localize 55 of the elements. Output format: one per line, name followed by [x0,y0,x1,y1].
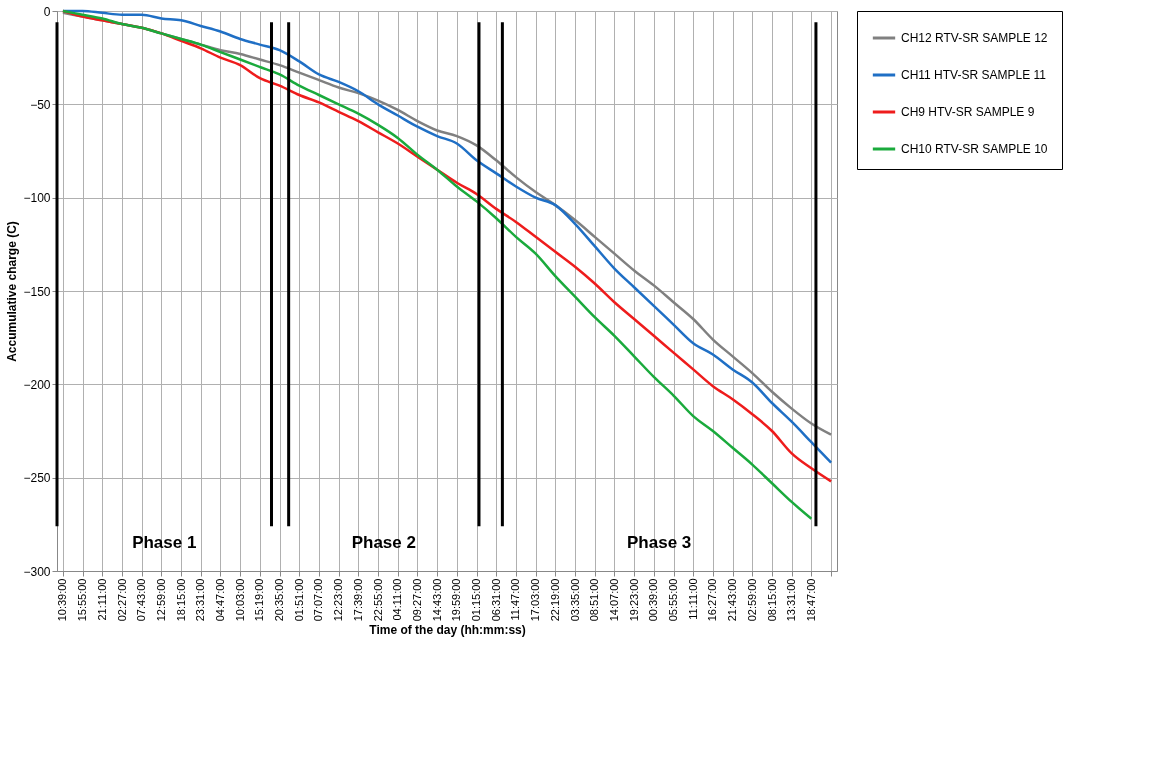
x-tick-label: 22:19:00 [548,578,561,622]
x-tick-label: 18:15:00 [174,578,187,622]
x-tick-label: 15:55:00 [76,578,89,622]
annotation: Phase 3 [627,533,692,552]
x-tick-label: 22:55:00 [371,578,384,622]
legend-label: CH9 HTV-SR SAMPLE 9 [901,105,1035,119]
x-tick-label: 18:47:00 [804,578,817,622]
x-tick-label: 00:39:00 [647,578,660,622]
x-tick-label: 14:07:00 [607,578,620,622]
x-tick-label: 07:07:00 [312,578,325,622]
x-tick-label: 04:47:00 [213,578,226,622]
x-tick-label: 11:47:00 [509,578,522,621]
x-tick-label: 12:23:00 [332,578,345,622]
x-tick-label: 01:51:00 [292,578,305,622]
x-tick-label: 08:51:00 [588,578,601,622]
x-tick-label: 20:35:00 [273,578,286,622]
x-tick-label: 03:35:00 [568,578,581,622]
annotation: Phase 1 [132,533,197,552]
x-tick-label: 06:31:00 [489,578,502,622]
x-tick-label: 11:11:00 [686,578,699,620]
x-tick-label: 09:27:00 [410,578,423,622]
x-tick-label: 21:11:00 [95,578,108,621]
x-tick-label: 02:27:00 [115,578,128,622]
x-tick-label: 19:23:00 [627,578,640,622]
x-tick-label: 15:19:00 [253,578,266,622]
y-tick-label: 0 [43,4,51,19]
x-tick-label: 02:59:00 [745,578,758,622]
x-tick-label: 10:39:00 [56,578,69,622]
annotation: Phase 2 [351,533,416,552]
x-tick-label: 21:43:00 [726,578,739,622]
x-tick-label: 16:27:00 [706,578,719,622]
x-tick-label: 14:43:00 [430,578,443,622]
legend-label: CH12 RTV-SR SAMPLE 12 [901,31,1048,45]
x-axis-title: Time of the day (hh:mm:ss) [369,623,526,638]
x-tick-label: 13:31:00 [785,578,798,622]
x-tick-label: 19:59:00 [450,578,463,622]
legend-label: CH10 RTV-SR SAMPLE 10 [901,142,1048,156]
y-tick-label: −300 [23,564,51,579]
y-tick-label: −200 [23,377,51,392]
x-tick-label: 23:31:00 [194,578,207,622]
y-tick-label: −150 [23,284,51,299]
y-tick-label: −100 [23,191,51,206]
legend-label: CH11 HTV-SR SAMPLE 11 [901,68,1047,82]
x-tick-label: 07:43:00 [135,578,148,622]
x-tick-label: 17:03:00 [529,578,542,622]
y-tick-label: −50 [30,97,51,112]
x-tick-label: 12:59:00 [154,578,167,622]
x-tick-label: 17:39:00 [351,578,364,622]
x-tick-label: 04:11:00 [391,578,404,621]
x-tick-label: 08:15:00 [765,578,778,622]
y-tick-label: −250 [23,471,51,486]
x-tick-label: 01:15:00 [470,578,483,622]
y-axis-title: Accumulative charge (C) [5,221,20,362]
x-tick-label: 05:55:00 [667,578,680,622]
x-tick-label: 10:03:00 [233,578,246,622]
